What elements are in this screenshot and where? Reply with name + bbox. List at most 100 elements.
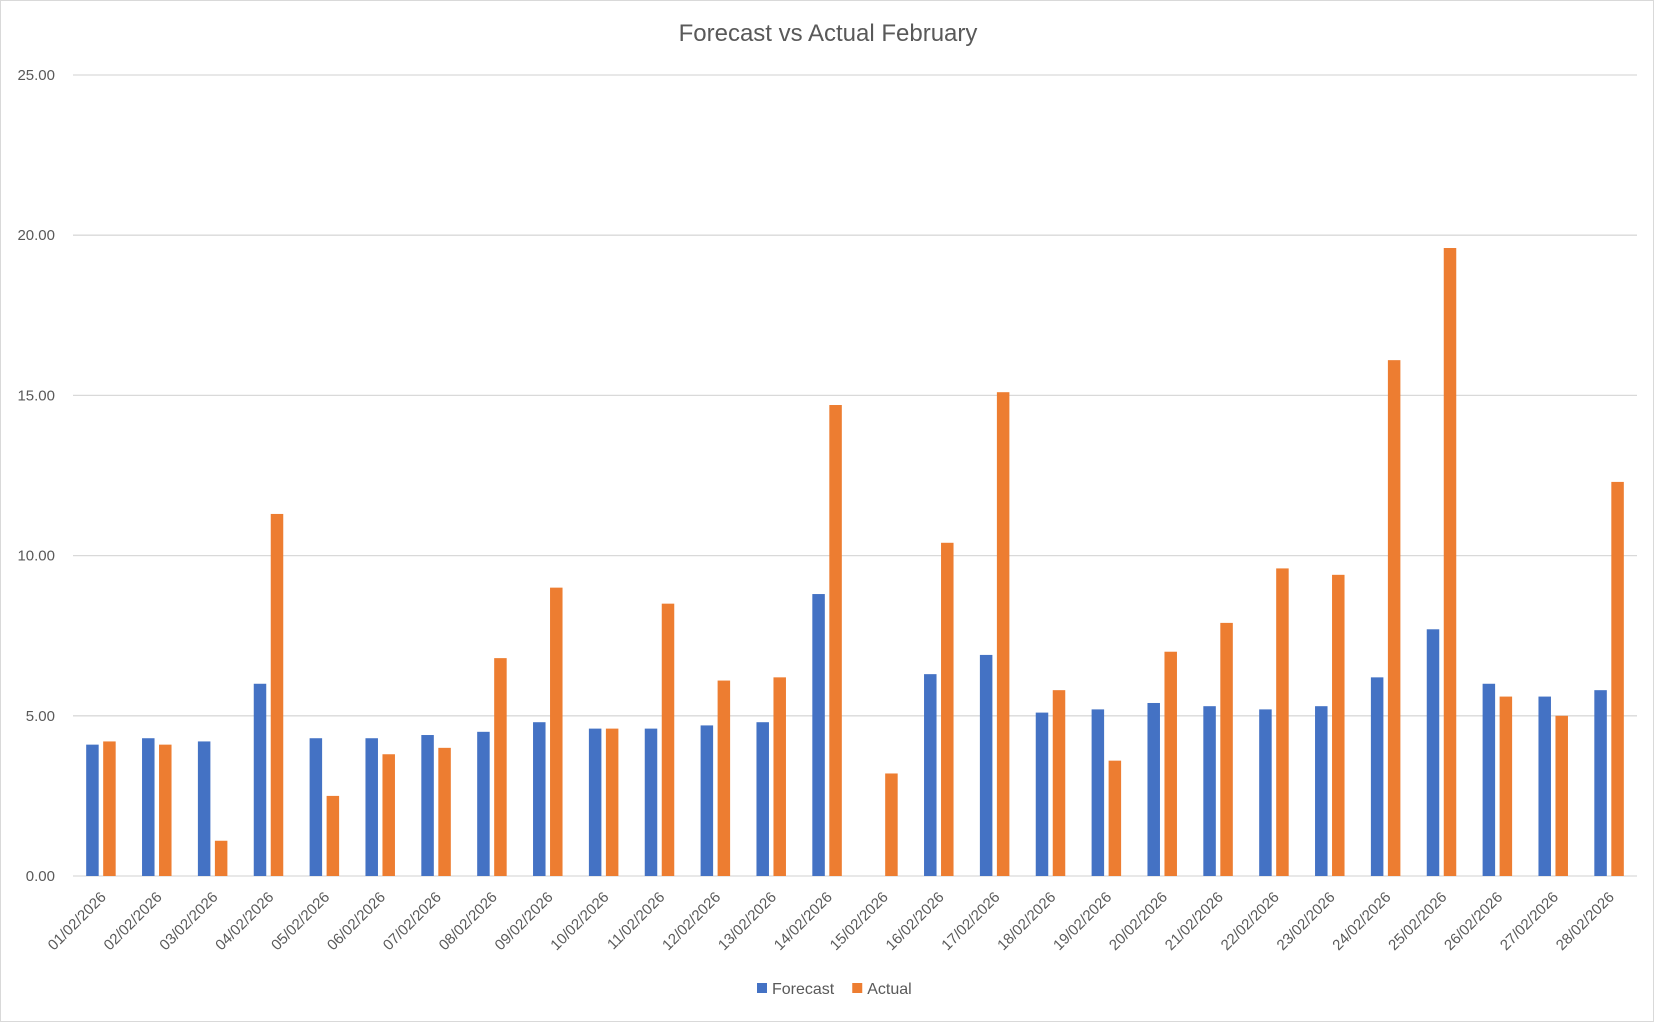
bar-actual-12 <box>717 680 731 876</box>
bar-forecast-20 <box>1147 702 1160 876</box>
bar-forecast-10 <box>588 728 602 876</box>
bar-forecast-26 <box>1482 683 1496 876</box>
y-tick-label: 10.00 <box>17 548 55 565</box>
x-tick-label: 07/02/2026 <box>380 889 445 954</box>
x-tick-label: 03/02/2026 <box>156 889 221 954</box>
chart-title: Forecast vs Actual February <box>679 20 978 47</box>
bar-forecast-8 <box>477 731 490 876</box>
bar-actual-21 <box>1220 622 1233 876</box>
x-tick-label: 15/02/2026 <box>827 889 892 954</box>
legend-label-actual: Actual <box>867 981 911 998</box>
bars <box>86 248 1624 877</box>
legend-swatch-actual <box>852 983 863 993</box>
x-tick-label: 16/02/2026 <box>883 889 948 954</box>
x-tick-label: 22/02/2026 <box>1218 889 1283 954</box>
bar-actual-16 <box>941 542 954 876</box>
bar-forecast-19 <box>1091 709 1105 876</box>
bar-actual-17 <box>996 392 1010 876</box>
x-tick-label: 11/02/2026 <box>604 889 668 953</box>
bar-actual-26 <box>1499 696 1513 876</box>
bar-actual-6 <box>382 754 395 876</box>
bar-forecast-6 <box>365 738 378 876</box>
bar-actual-7 <box>438 747 451 876</box>
x-tick-label: 20/02/2026 <box>1106 889 1171 954</box>
x-tick-label: 28/02/2026 <box>1553 889 1618 954</box>
bar-forecast-2 <box>142 738 155 876</box>
bar-forecast-27 <box>1538 696 1551 876</box>
bar-actual-19 <box>1108 760 1122 876</box>
bar-forecast-22 <box>1259 709 1272 876</box>
y-tick-label: 0.00 <box>26 868 55 885</box>
bar-forecast-7 <box>421 735 434 876</box>
legend: Forecast Actual <box>757 981 912 998</box>
bar-forecast-17 <box>979 654 993 876</box>
x-tick-label: 25/02/2026 <box>1385 889 1450 954</box>
bar-actual-20 <box>1164 651 1177 876</box>
bar-forecast-12 <box>700 725 714 876</box>
bar-forecast-5 <box>309 738 323 876</box>
legend-label-forecast: Forecast <box>772 981 835 998</box>
bar-forecast-9 <box>533 722 546 876</box>
bar-actual-4 <box>270 513 284 876</box>
bar-actual-11 <box>661 603 675 876</box>
bar-actual-25 <box>1443 248 1457 877</box>
x-tick-label: 05/02/2026 <box>268 889 333 954</box>
bar-forecast-24 <box>1370 677 1384 876</box>
bar-actual-23 <box>1332 574 1345 876</box>
bar-actual-1 <box>103 741 116 876</box>
x-tick-label: 24/02/2026 <box>1329 889 1394 954</box>
x-tick-label: 09/02/2026 <box>492 889 557 954</box>
bar-forecast-18 <box>1035 712 1049 876</box>
bar-forecast-21 <box>1203 706 1216 876</box>
x-tick-label: 12/02/2026 <box>659 889 724 954</box>
x-tick-label: 04/02/2026 <box>212 889 277 954</box>
bar-actual-14 <box>829 405 842 876</box>
bar-actual-9 <box>550 587 563 876</box>
x-tick-label: 08/02/2026 <box>436 889 501 954</box>
bar-forecast-25 <box>1426 629 1440 876</box>
bar-forecast-3 <box>197 741 211 876</box>
y-tick-label: 25.00 <box>17 67 55 84</box>
bar-forecast-11 <box>644 728 658 876</box>
gridlines <box>73 74 1637 877</box>
bar-forecast-13 <box>756 722 769 876</box>
x-axis-ticks: 01/02/202602/02/202603/02/202604/02/2026… <box>45 889 1618 954</box>
bar-actual-24 <box>1387 360 1401 876</box>
x-tick-label: 18/02/2026 <box>994 889 1059 954</box>
x-tick-label: 10/02/2026 <box>547 889 612 954</box>
x-tick-label: 21/02/2026 <box>1162 889 1227 954</box>
bar-actual-27 <box>1555 715 1568 876</box>
bar-actual-18 <box>1052 690 1066 876</box>
bar-forecast-28 <box>1594 690 1607 876</box>
x-tick-label: 17/02/2026 <box>938 889 1003 954</box>
x-tick-label: 02/02/2026 <box>101 889 166 954</box>
bar-forecast-16 <box>924 674 937 876</box>
x-tick-label: 19/02/2026 <box>1050 889 1115 954</box>
bar-actual-15 <box>885 773 898 876</box>
x-tick-label: 23/02/2026 <box>1274 889 1339 954</box>
y-axis-ticks: 0.00 5.00 10.00 15.00 20.00 25.00 <box>17 67 55 885</box>
x-tick-label: 13/02/2026 <box>715 889 780 954</box>
x-tick-label: 26/02/2026 <box>1441 889 1506 954</box>
bar-actual-8 <box>494 658 507 876</box>
bar-forecast-14 <box>812 594 825 876</box>
bar-actual-22 <box>1276 568 1289 876</box>
bar-forecast-4 <box>253 683 267 876</box>
y-tick-label: 20.00 <box>17 227 55 244</box>
x-tick-label: 27/02/2026 <box>1497 889 1562 954</box>
y-tick-label: 5.00 <box>26 708 55 725</box>
y-tick-label: 15.00 <box>17 387 55 404</box>
x-tick-label: 01/02/2026 <box>45 889 110 954</box>
bar-actual-2 <box>159 744 172 876</box>
bar-actual-5 <box>326 795 340 876</box>
bar-actual-10 <box>605 728 619 876</box>
bar-forecast-1 <box>86 744 99 876</box>
bar-forecast-23 <box>1315 706 1328 876</box>
x-tick-label: 06/02/2026 <box>324 889 389 954</box>
bar-actual-28 <box>1611 481 1624 876</box>
x-tick-label: 14/02/2026 <box>771 889 836 954</box>
bar-actual-13 <box>773 677 786 876</box>
bar-actual-3 <box>214 840 228 876</box>
